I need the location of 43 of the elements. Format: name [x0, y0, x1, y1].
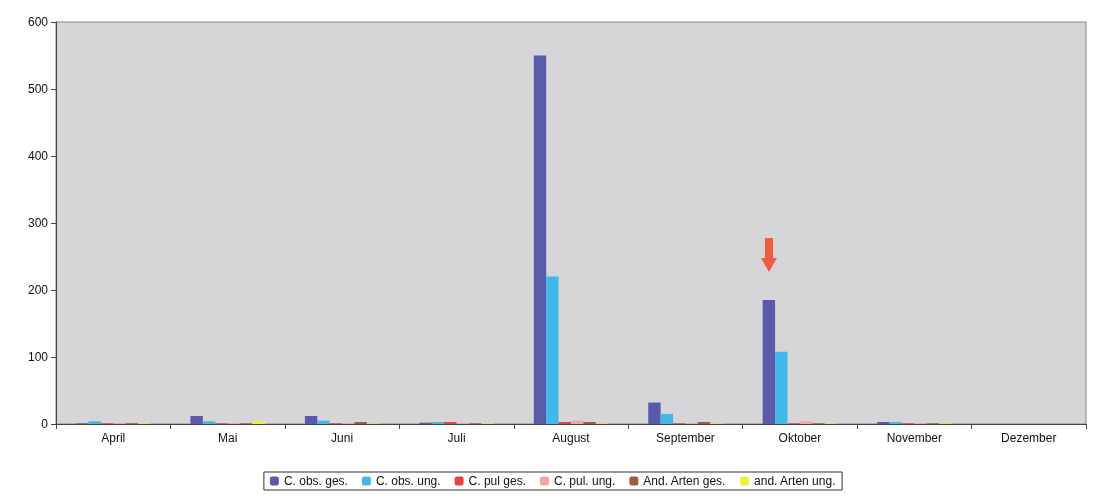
- bar: [190, 415, 203, 424]
- x-tick-label: Juli: [447, 431, 466, 445]
- bar: [202, 421, 216, 424]
- bar: [583, 421, 596, 424]
- y-tick-label: 300: [27, 216, 49, 230]
- y-tick-label: 100: [27, 350, 49, 364]
- bar: [697, 421, 711, 424]
- bar: [546, 276, 559, 424]
- x-tick-label: Juni: [331, 431, 354, 445]
- x-tick-label: September: [656, 431, 715, 445]
- bar: [431, 421, 445, 424]
- y-tick-label: 0: [41, 417, 49, 431]
- bar: [533, 55, 547, 424]
- x-tick-label: Oktober: [778, 431, 822, 445]
- bar: [252, 421, 265, 424]
- bar: [317, 420, 330, 424]
- bar: [304, 415, 318, 424]
- bar: [877, 421, 890, 424]
- bar: [762, 300, 776, 424]
- bar: [660, 413, 674, 424]
- bar: [444, 421, 457, 424]
- bar: [775, 351, 788, 424]
- bar: [354, 421, 367, 424]
- bar: [799, 421, 813, 424]
- x-tick-label: November: [886, 431, 943, 445]
- legend-label: C. pul. ung.: [553, 474, 616, 488]
- y-tick-label: 400: [27, 149, 49, 163]
- y-tick-label: 500: [27, 82, 49, 96]
- legend-label: C. obs. ges.: [283, 474, 348, 488]
- y-tick-label: 600: [27, 15, 49, 29]
- bar: [558, 421, 571, 424]
- legend-label: C. pul ges.: [468, 474, 526, 488]
- bar: [88, 421, 101, 424]
- legend-label: and. Arten ung.: [754, 474, 836, 488]
- legend-label: And. Arten ges.: [643, 474, 726, 488]
- bar: [648, 402, 661, 424]
- x-tick-label: Mai: [217, 431, 238, 445]
- legend-label: C. obs. ung.: [375, 474, 441, 488]
- bar: [889, 421, 902, 424]
- x-tick-label: Dezember: [1001, 431, 1057, 445]
- x-tick-label: April: [101, 431, 126, 445]
- y-tick-label: 200: [27, 283, 49, 297]
- x-tick-label: August: [552, 431, 591, 445]
